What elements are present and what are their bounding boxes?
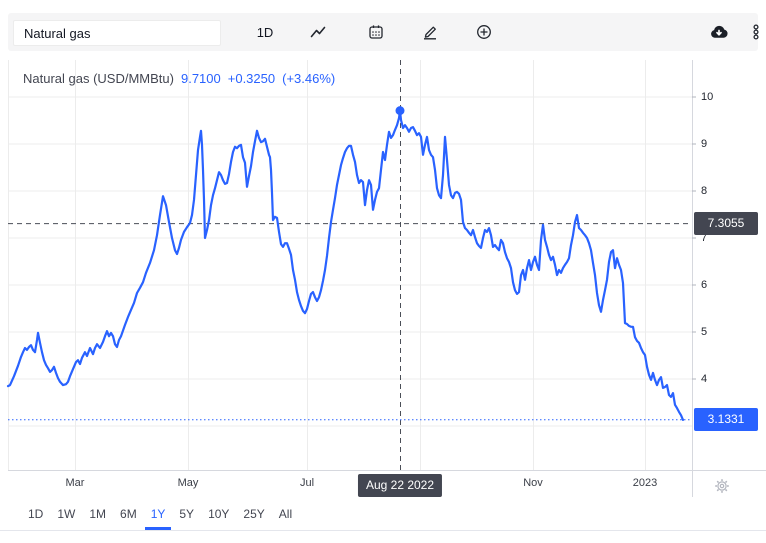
crosshair-price-badge: 7.3055	[694, 212, 758, 236]
line-chart-icon[interactable]	[301, 13, 335, 51]
download-icon[interactable]	[702, 13, 736, 51]
symbol-title: Natural gas (USD/MMBtu)	[23, 71, 174, 86]
zoom-in-icon[interactable]	[467, 13, 501, 51]
price-axis-label: 4	[701, 373, 708, 385]
time-axis-label: May	[177, 477, 199, 489]
range-selector: 1D 1W 1M 6M 1Y 5Y 10Y 25Y All	[0, 500, 766, 531]
legend: Natural gas (USD/MMBtu) 9.7100 +0.3250 (…	[23, 71, 335, 86]
draw-icon[interactable]	[413, 13, 447, 51]
range-25y[interactable]: 25Y	[243, 506, 265, 521]
time-axis-label: Mar	[65, 477, 85, 489]
symbol-search-input[interactable]	[13, 20, 221, 46]
last-price-badge: 3.1331	[694, 408, 758, 432]
calendar-icon[interactable]	[359, 13, 393, 51]
interval-button[interactable]: 1D	[246, 13, 284, 51]
time-axis-label: Nov	[523, 477, 543, 489]
price-axis-label: 5	[701, 326, 708, 338]
price-change-percent: (+3.46%)	[282, 71, 336, 86]
price-axis-label: 6	[701, 279, 708, 291]
settings-gear-icon[interactable]	[714, 478, 730, 494]
range-1w[interactable]: 1W	[57, 506, 76, 521]
last-price-value: 9.7100	[180, 71, 221, 86]
price-axis-label: 10	[701, 91, 714, 103]
range-1m[interactable]: 1M	[89, 506, 107, 521]
range-6m[interactable]: 6M	[120, 506, 137, 521]
time-axis-label: Jul	[299, 477, 315, 489]
range-all[interactable]: All	[278, 506, 293, 521]
range-5y[interactable]: 5Y	[179, 506, 195, 521]
price-axis-label: 9	[701, 138, 708, 150]
more-icon[interactable]	[744, 13, 766, 51]
range-1y[interactable]: 1Y	[144, 500, 172, 530]
range-1d[interactable]: 1D	[28, 506, 44, 521]
price-axis-label: 8	[701, 185, 708, 197]
price-change: +0.3250	[227, 71, 276, 86]
crosshair-date-badge: Aug 22 2022	[357, 474, 443, 497]
time-axis-label: 2023	[632, 477, 658, 489]
range-10y[interactable]: 10Y	[208, 506, 230, 521]
toolbar: 1D	[8, 13, 759, 51]
price-axis-label: 7	[701, 232, 708, 244]
